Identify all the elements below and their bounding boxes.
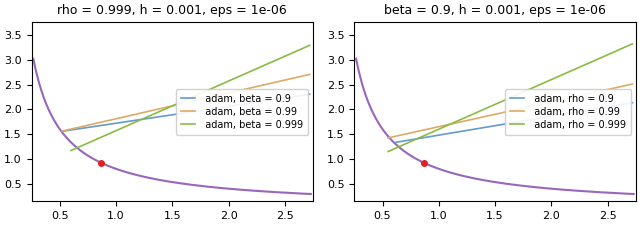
  adam, beta = 0.99 [306, 73, 314, 76]
  adam, beta = 0.99 [261, 83, 269, 86]
  adam, rho = 0.9 [533, 117, 541, 120]
  adam, rho = 0.99 [530, 104, 538, 107]
Title: beta = 0.9, h = 0.001, eps = 1e-06: beta = 0.9, h = 0.001, eps = 1e-06 [384, 4, 606, 17]
Line:   adam, beta = 0.9: adam, beta = 0.9 [62, 94, 310, 131]
  adam, rho = 0.999 [500, 99, 508, 102]
  adam, beta = 0.9 [176, 112, 184, 115]
  adam, beta = 0.999 [180, 99, 188, 102]
  adam, rho = 0.999 [530, 86, 538, 89]
  adam, beta = 0.999 [306, 44, 314, 47]
  adam, beta = 0.99 [300, 74, 308, 77]
Line:   adam, rho = 0.999: adam, rho = 0.999 [388, 44, 632, 151]
  adam, rho = 0.9 [392, 141, 400, 144]
  adam, rho = 0.9 [586, 108, 594, 111]
Title: rho = 0.999, h = 0.001, eps = 1e-06: rho = 0.999, h = 0.001, eps = 1e-06 [58, 4, 287, 17]
  adam, beta = 0.9 [192, 110, 200, 112]
  adam, rho = 0.9 [506, 122, 514, 125]
Legend:   adam, rho = 0.9,   adam, rho = 0.99,   adam, rho = 0.999: adam, rho = 0.9, adam, rho = 0.99, adam,… [505, 89, 631, 135]
  adam, beta = 0.99 [177, 102, 185, 105]
  adam, rho = 0.9 [623, 102, 630, 105]
  adam, beta = 0.99 [176, 103, 184, 106]
  adam, rho = 0.999 [502, 98, 509, 101]
  adam, beta = 0.999 [182, 99, 189, 101]
Line:   adam, rho = 0.99: adam, rho = 0.99 [388, 84, 632, 138]
  adam, beta = 0.999 [67, 149, 75, 152]
  adam, rho = 0.9 [520, 119, 528, 122]
  adam, beta = 0.9 [58, 130, 66, 133]
  adam, rho = 0.999 [385, 150, 392, 153]
  adam, rho = 0.99 [500, 111, 508, 114]
  adam, beta = 0.999 [263, 63, 271, 66]
  adam, rho = 0.99 [584, 92, 592, 95]
  adam, beta = 0.999 [209, 87, 217, 89]
  adam, rho = 0.999 [584, 62, 592, 65]
  adam, rho = 0.99 [385, 137, 392, 139]
Line:   adam, beta = 0.99: adam, beta = 0.99 [62, 74, 310, 131]
  adam, beta = 0.9 [306, 93, 314, 96]
  adam, beta = 0.9 [177, 112, 185, 115]
  adam, beta = 0.9 [205, 108, 213, 110]
Line:   adam, rho = 0.9: adam, rho = 0.9 [396, 103, 632, 142]
  adam, beta = 0.9 [300, 94, 308, 97]
  adam, rho = 0.99 [628, 83, 636, 85]
  adam, beta = 0.99 [58, 130, 66, 133]
  adam, rho = 0.999 [516, 92, 524, 94]
  adam, rho = 0.99 [516, 107, 524, 110]
  adam, rho = 0.999 [623, 45, 630, 48]
  adam, rho = 0.9 [628, 101, 636, 104]
  adam, rho = 0.9 [504, 122, 512, 125]
  adam, beta = 0.9 [261, 99, 269, 102]
  adam, beta = 0.99 [192, 99, 200, 102]
Legend:   adam, beta = 0.9,   adam, beta = 0.99,   adam, beta = 0.999: adam, beta = 0.9, adam, beta = 0.99, ada… [176, 89, 308, 135]
  adam, beta = 0.999 [300, 47, 308, 49]
  adam, beta = 0.99 [205, 96, 213, 99]
  adam, rho = 0.99 [502, 111, 509, 113]
  adam, rho = 0.999 [628, 43, 636, 45]
Line:   adam, beta = 0.999: adam, beta = 0.999 [71, 45, 310, 151]
  adam, beta = 0.999 [196, 92, 204, 95]
  adam, rho = 0.99 [623, 84, 630, 87]
